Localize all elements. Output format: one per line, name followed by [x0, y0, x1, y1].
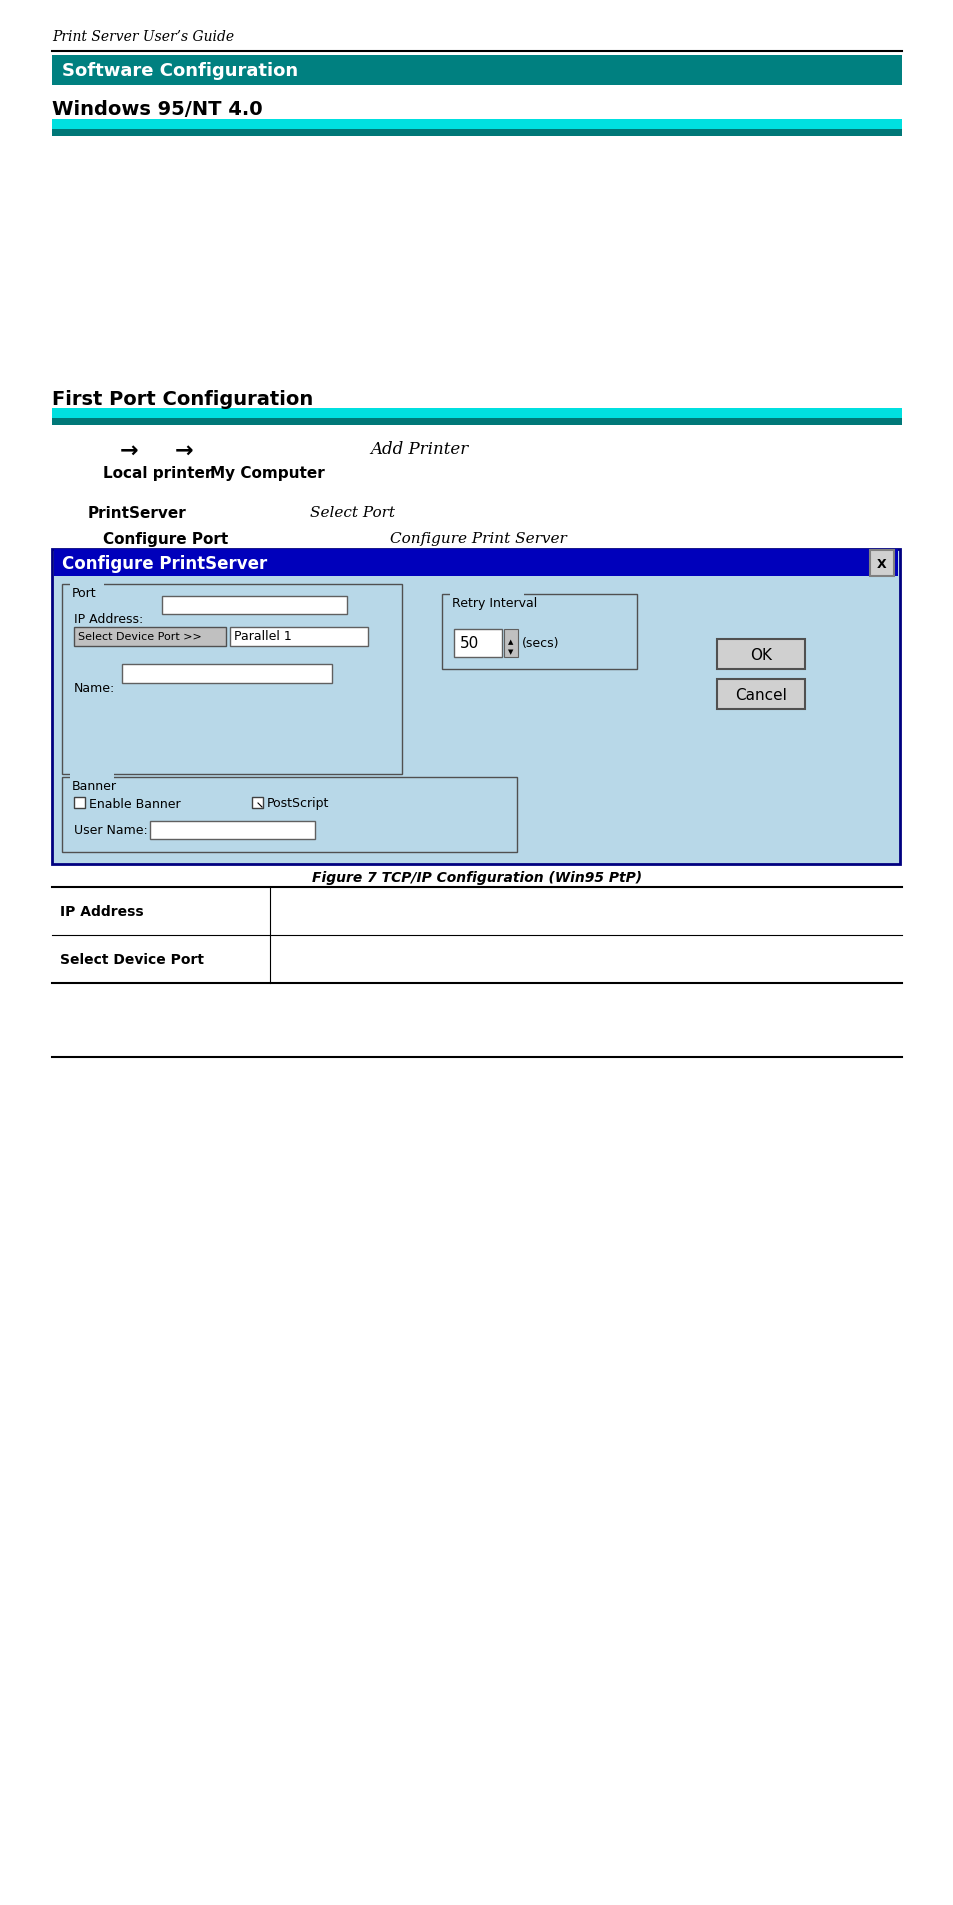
- Text: User Name:: User Name:: [74, 825, 148, 836]
- Text: Local printer: Local printer: [103, 465, 213, 480]
- FancyBboxPatch shape: [74, 798, 85, 808]
- Text: My Computer: My Computer: [210, 465, 324, 480]
- FancyBboxPatch shape: [54, 551, 897, 577]
- FancyBboxPatch shape: [450, 589, 523, 604]
- Text: Banner: Banner: [71, 779, 117, 792]
- Text: Configure Port: Configure Port: [103, 531, 228, 547]
- FancyBboxPatch shape: [122, 665, 332, 684]
- Text: →: →: [120, 440, 138, 461]
- Text: Windows 95/NT 4.0: Windows 95/NT 4.0: [52, 99, 262, 118]
- Text: Select Port: Select Port: [310, 505, 395, 520]
- Text: Software Configuration: Software Configuration: [62, 63, 297, 80]
- Text: Print Server User’s Guide: Print Server User’s Guide: [52, 30, 233, 44]
- FancyBboxPatch shape: [52, 410, 901, 419]
- Text: IP Address:: IP Address:: [74, 613, 143, 625]
- Text: Cancel: Cancel: [735, 688, 786, 703]
- FancyBboxPatch shape: [52, 130, 901, 137]
- Text: Add Printer: Add Printer: [370, 440, 468, 457]
- FancyBboxPatch shape: [52, 120, 901, 130]
- Text: (secs): (secs): [521, 636, 558, 650]
- FancyBboxPatch shape: [503, 631, 517, 657]
- FancyBboxPatch shape: [74, 627, 226, 646]
- FancyBboxPatch shape: [869, 551, 893, 577]
- FancyBboxPatch shape: [70, 579, 104, 594]
- Text: IP Address: IP Address: [60, 905, 144, 918]
- Text: Name:: Name:: [74, 682, 115, 695]
- FancyBboxPatch shape: [252, 798, 263, 808]
- FancyBboxPatch shape: [717, 680, 804, 711]
- Text: Configure Print Server: Configure Print Server: [390, 531, 566, 545]
- FancyBboxPatch shape: [52, 551, 899, 865]
- Text: →: →: [174, 440, 193, 461]
- FancyBboxPatch shape: [230, 627, 368, 646]
- Text: Parallel 1: Parallel 1: [233, 631, 292, 644]
- FancyBboxPatch shape: [454, 631, 501, 657]
- FancyBboxPatch shape: [70, 772, 113, 787]
- FancyBboxPatch shape: [52, 419, 901, 427]
- Text: 50: 50: [460, 636, 479, 652]
- Text: Figure 7 TCP/IP Configuration (Win95 PtP): Figure 7 TCP/IP Configuration (Win95 PtP…: [312, 871, 641, 884]
- Text: Enable Banner: Enable Banner: [89, 796, 180, 810]
- FancyBboxPatch shape: [150, 821, 314, 840]
- Text: Port: Port: [71, 587, 96, 600]
- Text: ▲: ▲: [508, 638, 513, 644]
- Text: Select Device Port >>: Select Device Port >>: [78, 632, 201, 642]
- Text: Configure PrintServer: Configure PrintServer: [62, 554, 267, 573]
- FancyBboxPatch shape: [162, 596, 347, 615]
- Text: X: X: [876, 556, 886, 570]
- Text: Select Device Port: Select Device Port: [60, 952, 204, 966]
- Text: First Port Configuration: First Port Configuration: [52, 391, 313, 410]
- Text: PrintServer: PrintServer: [88, 505, 187, 520]
- Text: OK: OK: [749, 648, 771, 663]
- FancyBboxPatch shape: [717, 640, 804, 671]
- Text: ▼: ▼: [508, 650, 513, 655]
- Text: PostScript: PostScript: [267, 796, 329, 810]
- FancyBboxPatch shape: [52, 55, 901, 86]
- Text: Retry Interval: Retry Interval: [452, 596, 537, 610]
